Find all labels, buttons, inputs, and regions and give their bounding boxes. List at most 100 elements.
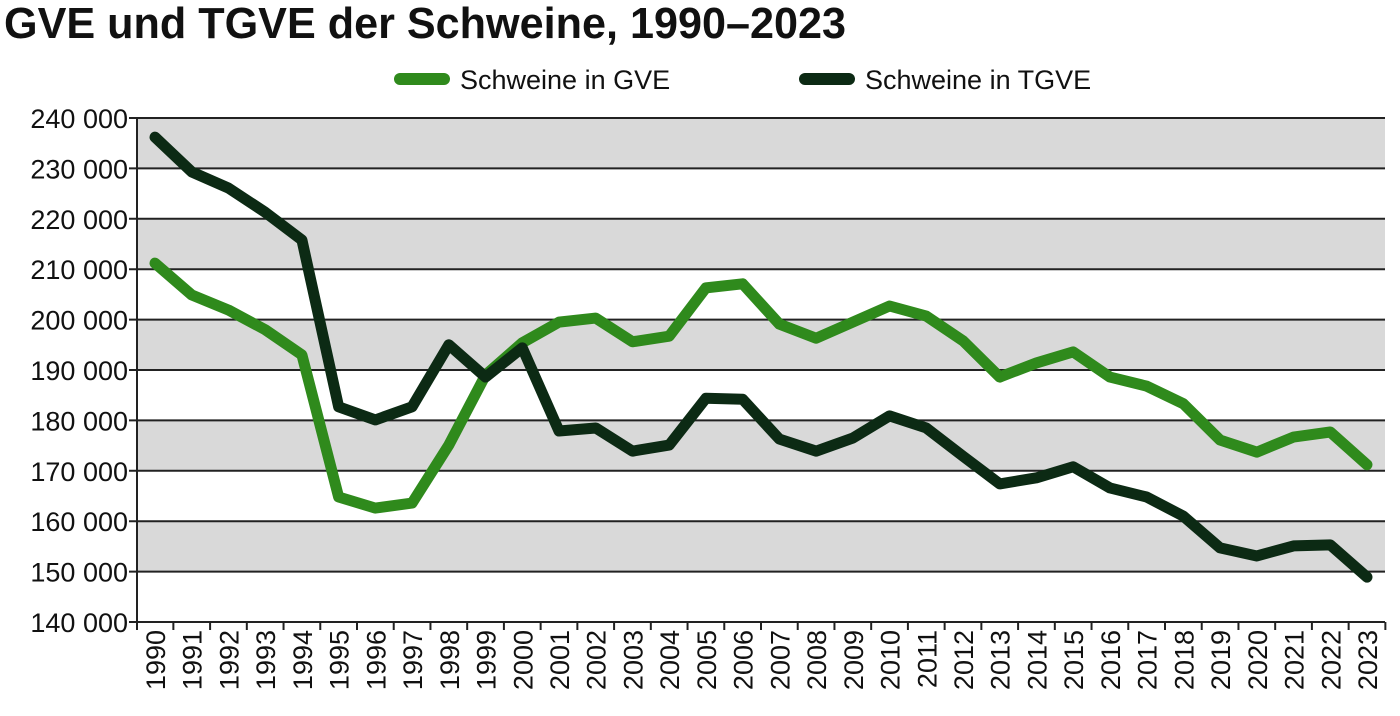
data-point <box>411 502 413 504</box>
data-point <box>962 455 964 457</box>
x-tick-label: 1990 <box>141 630 171 690</box>
legend-label: Schweine in TGVE <box>865 65 1091 95</box>
legend-label: Schweine in GVE <box>460 65 670 95</box>
data-point <box>1109 376 1111 378</box>
y-tick-label: 180 000 <box>30 406 128 436</box>
data-point <box>778 323 780 325</box>
x-tick-label: 2018 <box>1169 630 1199 690</box>
data-point <box>1035 362 1037 364</box>
data-point <box>778 438 780 440</box>
data-point <box>301 239 303 241</box>
data-point <box>999 376 1001 378</box>
data-point <box>191 294 193 296</box>
data-point <box>889 415 891 417</box>
x-tick-label: 1993 <box>251 630 281 690</box>
data-point <box>521 347 523 349</box>
grid-bands <box>137 118 1385 572</box>
series-line-gve <box>149 257 1373 514</box>
grid-band <box>137 521 1385 572</box>
x-tick-label: 2016 <box>1096 630 1126 690</box>
x-tick-label: 1994 <box>288 630 318 690</box>
data-point <box>1219 547 1221 549</box>
data-point <box>1182 515 1184 517</box>
data-point <box>1146 385 1148 387</box>
data-point <box>1329 431 1331 433</box>
data-point <box>742 398 744 400</box>
x-tick-label: 2022 <box>1316 630 1346 690</box>
grid-band <box>137 118 1385 169</box>
data-point <box>815 337 817 339</box>
grid-band <box>137 420 1385 471</box>
x-tick-label: 1996 <box>361 630 391 690</box>
data-point <box>962 340 964 342</box>
y-tick-label: 230 000 <box>30 154 128 184</box>
data-point <box>1329 544 1331 546</box>
data-point <box>558 321 560 323</box>
y-tick-label: 150 000 <box>30 558 128 588</box>
x-tick-label: 2011 <box>912 630 942 688</box>
y-tick-label: 140 000 <box>30 608 128 638</box>
data-point <box>448 344 450 346</box>
x-tick-label: 1995 <box>325 630 355 690</box>
data-point <box>1035 477 1037 479</box>
data-point <box>154 136 156 138</box>
x-tick-label: 2021 <box>1280 630 1310 690</box>
data-point <box>227 187 229 189</box>
data-point <box>411 406 413 408</box>
grid-band <box>137 218 1385 270</box>
data-point <box>1072 466 1074 468</box>
y-tick-label: 170 000 <box>30 457 128 487</box>
x-tick-label: 1992 <box>214 630 244 690</box>
x-tick-label: 2023 <box>1353 630 1383 690</box>
data-point <box>705 397 707 399</box>
y-tick-label: 240 000 <box>30 104 128 134</box>
data-point <box>595 427 597 429</box>
chart-title: GVE und TGVE der Schweine, 1990–2023 <box>4 0 846 48</box>
data-point <box>485 376 487 378</box>
data-point <box>631 341 633 343</box>
grid-band <box>137 319 1385 370</box>
data-point <box>705 287 707 289</box>
data-point <box>815 450 817 452</box>
series-line-tgve <box>149 131 1373 583</box>
data-point <box>1182 403 1184 405</box>
data-point <box>852 321 854 323</box>
legend: Schweine in GVE Schweine in TGVE <box>394 65 1091 95</box>
x-tick-label: 2014 <box>1022 630 1052 690</box>
x-tick-label: 1997 <box>398 630 428 690</box>
x-tick-label: 2013 <box>986 630 1016 690</box>
data-point <box>631 450 633 452</box>
x-tick-label: 2015 <box>1059 630 1089 690</box>
data-point <box>889 305 891 307</box>
x-tick-label: 2002 <box>582 630 612 690</box>
x-tick-label: 2019 <box>1206 630 1236 690</box>
x-tick-label: 2020 <box>1243 630 1273 690</box>
data-point <box>1366 464 1368 466</box>
x-tick-label: 2012 <box>949 630 979 690</box>
data-point <box>1293 545 1295 547</box>
data-point <box>264 329 266 331</box>
data-point <box>1072 351 1074 353</box>
data-point <box>338 496 340 498</box>
series-lines <box>149 131 1373 583</box>
data-point <box>742 283 744 285</box>
x-axis: 1990 1991 1992 1993 1994 1995 1996 1997 1998 1999… <box>141 622 1387 690</box>
y-tick-label: 160 000 <box>30 507 128 537</box>
data-point <box>1293 436 1295 438</box>
x-tick-label: 1998 <box>435 630 465 690</box>
data-point <box>925 427 927 429</box>
y-tick-label: 210 000 <box>30 255 128 285</box>
data-point <box>301 354 303 356</box>
data-point <box>999 483 1001 485</box>
y-tick-label: 220 000 <box>30 205 128 235</box>
data-point <box>448 444 450 446</box>
y-tick-label: 190 000 <box>30 356 128 386</box>
x-tick-label: 2004 <box>655 630 685 690</box>
x-tick-label: 2001 <box>545 630 575 690</box>
x-tick-label: 2008 <box>802 630 832 690</box>
x-tick-label: 2007 <box>765 630 795 690</box>
data-point <box>558 430 560 432</box>
data-point <box>852 437 854 439</box>
data-point <box>1219 439 1221 441</box>
